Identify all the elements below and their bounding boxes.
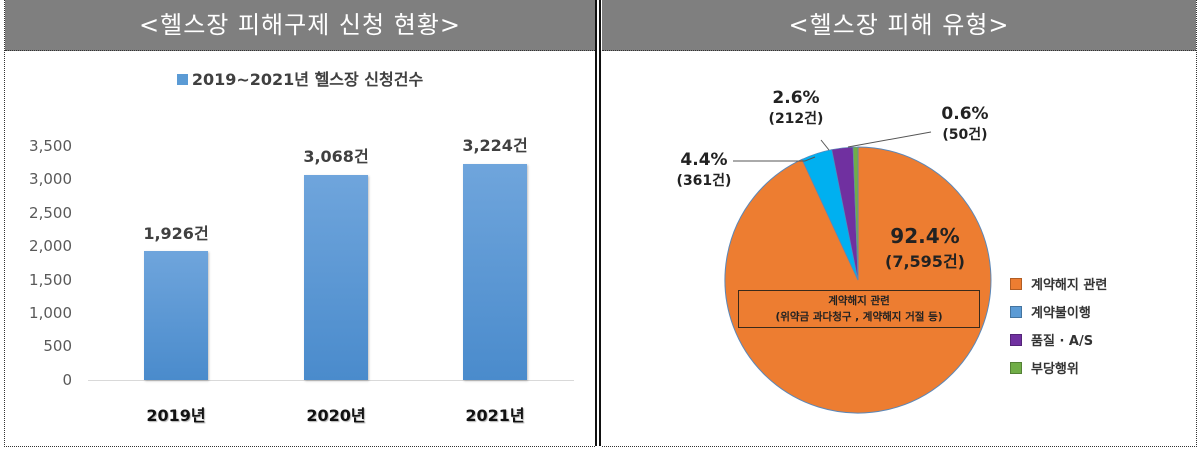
legend-label: 2019~2021년 헬스장 신청건수 [191,70,424,89]
panel-divider [599,0,601,446]
y-tick: 1,000 [29,304,72,322]
bar-2021 [463,164,527,380]
panel-divider [595,0,597,446]
y-tick: 3,000 [29,170,72,188]
x-axis-line [88,380,574,381]
bar-chart-title: <헬스장 피해구제 신청 현황> [5,0,595,51]
legend-swatch-icon [176,74,188,85]
y-tick: 0 [62,371,72,389]
bar-value-label: 3,224건 [462,136,528,155]
bar-value-label: 1,926건 [143,224,209,243]
x-category-label: 2021년 [465,406,525,425]
y-tick: 500 [43,337,72,355]
legend-swatch-icon [1010,278,1022,290]
annotation-box: 계약해지 관련 (위약금 과다청구 , 계약해지 거절 등) [738,290,980,328]
pie-label-quality: 2.6% (212건) [768,88,824,127]
bar-2019 [144,251,208,380]
pie-slice-unfair [852,146,859,281]
bar-value-label: 3,068건 [303,147,369,166]
y-tick: 2,500 [29,204,72,222]
pie-chart-title: <헬스장 피해 유형> [602,0,1196,51]
pie-label-nonperformance: 4.4% (361건) [676,150,732,189]
y-tick: 2,000 [29,237,72,255]
pie-label-unfair: 0.6% (50건) [941,104,989,143]
bar-2020 [304,175,368,380]
legend-item-unfair: 부당행위 [1010,358,1079,377]
bar-chart-legend: 2019~2021년 헬스장 신청건수 [5,66,595,90]
leader-line-4.4 [733,156,816,162]
y-tick: 1,500 [29,271,72,289]
legend-item-quality: 품질 · A/S [1010,330,1093,349]
legend-item-contract-termination: 계약해지 관련 [1010,274,1107,293]
legend-swatch-icon [1010,362,1022,374]
legend-swatch-icon [1010,334,1022,346]
pie-label-contract-termination: 92.4% (7,595건) [885,224,965,271]
leader-line-2.6 [820,139,830,151]
legend-swatch-icon [1010,306,1022,318]
x-category-label: 2019년 [146,406,206,425]
y-tick: 3,500 [29,137,72,155]
x-category-label: 2020년 [306,406,366,425]
legend-item-nonperformance: 계약불이행 [1010,302,1091,321]
leader-line-0.6 [847,131,932,148]
